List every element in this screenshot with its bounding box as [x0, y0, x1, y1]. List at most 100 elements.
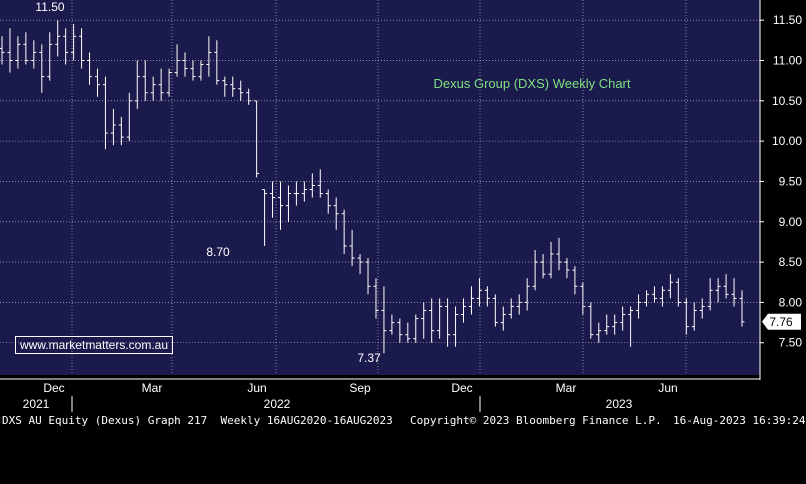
ohlc-bar: [691, 302, 697, 331]
ohlc-bar: [293, 181, 299, 206]
last-price-label: 7.76: [769, 315, 793, 329]
ohlc-bar: [317, 169, 323, 198]
ohlc-bar: [437, 298, 443, 339]
ohlc-bar: [405, 322, 411, 343]
x-year-label: 2023: [606, 397, 633, 411]
ohlc-bar: [580, 282, 586, 315]
ohlc-bar: [461, 298, 467, 323]
y-axis: 7.50 8.00 8.50 9.00 9.50 10.00 10.50 11.00 11.50: [759, 0, 803, 380]
x-year-label: 2021: [23, 397, 50, 411]
annotation-mid: 8.70: [206, 245, 230, 259]
ohlc-bar: [397, 318, 403, 343]
ohlc-bar: [110, 108, 116, 146]
ohlc-bar: [644, 290, 650, 307]
footer-timestamp: 16-Aug-2023 16:39:24: [673, 414, 806, 427]
ohlc-bar: [731, 278, 737, 307]
ohlc-bar: [333, 197, 339, 230]
ohlc-bar: [238, 80, 244, 101]
ohlc-bar: [739, 290, 745, 327]
ohlc-bar: [63, 28, 69, 65]
ohlc-bar: [15, 36, 21, 69]
ohlc-bar: [262, 189, 268, 246]
ohlc-bar: [596, 322, 602, 343]
ohlc-bar: [413, 314, 419, 343]
ohlc-bar: [230, 76, 236, 97]
ohlc-bar: [79, 28, 85, 69]
ohlc-bar: [102, 76, 108, 150]
x-tick-label: Mar: [142, 381, 163, 395]
ohlc-bar: [723, 274, 729, 299]
x-tick-label: Mar: [556, 381, 577, 395]
ohlc-bar: [94, 68, 100, 97]
y-tick-label: 10.00: [772, 134, 802, 148]
ohlc-bar: [55, 20, 61, 57]
y-tick-label: 9.00: [779, 215, 803, 229]
ohlc-bar: [373, 278, 379, 319]
ohlc-bar: [667, 274, 673, 299]
ohlc-bar: [198, 60, 204, 81]
y-axis-panel: [760, 0, 806, 412]
ohlc-bar: [158, 68, 164, 101]
ohlc-bar: [604, 314, 610, 335]
ohlc-bar: [349, 229, 355, 267]
y-tick-label: 9.50: [779, 174, 803, 188]
ohlc-bar: [47, 32, 53, 81]
x-tick-label: Dec: [43, 381, 64, 395]
ohlc-bar: [325, 189, 331, 214]
ohlc-bar: [588, 302, 594, 339]
y-tick-label: 8.50: [779, 255, 803, 269]
ohlc-bar: [0, 36, 5, 65]
watermark-link[interactable]: www.marketmatters.com.au: [15, 336, 173, 354]
x-tick-label: Jun: [247, 381, 266, 395]
ohlc-bar: [381, 286, 387, 354]
price-bars: [0, 20, 745, 354]
ohlc-bar: [572, 266, 578, 295]
ohlc-bar: [612, 314, 618, 335]
ohlc-bar: [675, 278, 681, 307]
ohlc-bar: [270, 181, 276, 218]
ohlc-bar: [540, 254, 546, 279]
ohlc-bar: [206, 36, 212, 77]
ohlc-bar: [548, 241, 554, 279]
footer-bar: DXS AU Equity (Dexus) Graph 217 Weekly 1…: [0, 412, 806, 430]
ohlc-bar: [516, 294, 522, 315]
last-price-marker: [762, 313, 801, 330]
ohlc-bar: [508, 298, 514, 319]
ohlc-bar: [39, 44, 45, 93]
footer-ticker-info: DXS AU Equity (Dexus) Graph 217 Weekly 1…: [2, 414, 393, 427]
x-axis-panel: [0, 375, 806, 412]
ohlc-bar: [7, 28, 13, 73]
ohlc-bar: [174, 44, 180, 77]
ohlc-bar: [628, 306, 634, 347]
ohlc-bar: [126, 92, 132, 142]
plot-area: [0, 0, 760, 375]
x-tick-label: Sep: [349, 381, 371, 395]
y-tick-label: 11.50: [773, 13, 802, 27]
ohlc-bar: [532, 250, 538, 291]
ohlc-bar: [659, 286, 665, 307]
ohlc-bar: [468, 286, 474, 315]
footer-copyright: Copyright© 2023 Bloomberg Finance L.P.: [410, 414, 662, 427]
x-tick-label: Jun: [658, 381, 677, 395]
ohlc-bar: [134, 60, 140, 109]
ohlc-bar: [429, 298, 435, 343]
dxs-weekly-chart: 7.50 8.00 8.50 9.00 9.50 10.00 10.50 11.00 11.50…: [0, 0, 806, 412]
ohlc-bar: [357, 254, 363, 275]
ohlc-bar: [142, 60, 148, 101]
ohlc-bar: [715, 278, 721, 303]
y-tick-label: 10.50: [772, 94, 802, 108]
ohlc-bar: [23, 32, 29, 65]
ohlc-bar: [492, 294, 498, 327]
ohlc-bar: [453, 306, 459, 347]
ohlc-bar: [341, 209, 347, 255]
ohlc-bar: [389, 314, 395, 335]
y-tick-label: 11.00: [773, 53, 802, 67]
ohlc-bar: [277, 181, 283, 230]
ohlc-bar: [118, 116, 124, 146]
ohlc-bar: [699, 298, 705, 319]
ohlc-bar: [556, 237, 562, 271]
ohlc-bar: [182, 52, 188, 77]
ohlc-bar: [246, 88, 252, 105]
last-price-tag: 7.76: [762, 313, 801, 330]
ohlc-bar: [285, 185, 291, 222]
